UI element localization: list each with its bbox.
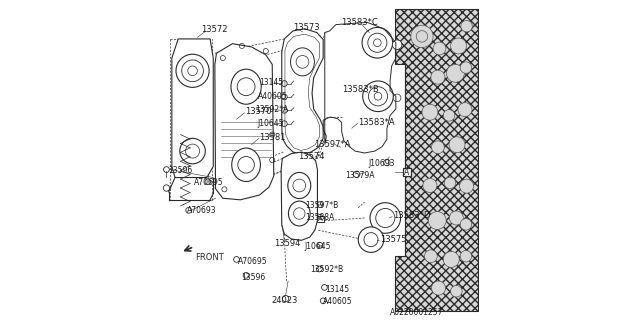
Polygon shape <box>218 58 271 193</box>
Circle shape <box>376 208 395 228</box>
Circle shape <box>362 28 393 58</box>
Circle shape <box>238 156 254 173</box>
Text: 13583*A: 13583*A <box>358 118 395 127</box>
Circle shape <box>460 179 474 193</box>
Circle shape <box>392 40 402 50</box>
Text: 13581: 13581 <box>259 132 286 141</box>
Text: J10645: J10645 <box>257 118 284 128</box>
Ellipse shape <box>288 172 311 198</box>
Text: 13596: 13596 <box>168 166 192 175</box>
Text: 13579A: 13579A <box>346 171 375 180</box>
Text: A40605: A40605 <box>323 297 353 306</box>
Polygon shape <box>284 156 314 236</box>
Circle shape <box>444 110 455 121</box>
Polygon shape <box>172 39 213 178</box>
Circle shape <box>424 250 437 263</box>
Text: 13583*B: 13583*B <box>342 85 378 94</box>
Text: 13570: 13570 <box>245 107 271 116</box>
Text: 13572: 13572 <box>202 25 228 34</box>
Ellipse shape <box>232 148 260 181</box>
Circle shape <box>460 219 472 230</box>
Circle shape <box>431 70 445 84</box>
Text: A: A <box>403 168 409 177</box>
Text: A40605: A40605 <box>258 92 287 101</box>
Text: 13596: 13596 <box>241 273 265 282</box>
Text: 24023: 24023 <box>271 296 298 305</box>
Text: FRONT: FRONT <box>195 253 224 262</box>
Text: 13594: 13594 <box>274 239 300 248</box>
Circle shape <box>433 42 446 55</box>
Polygon shape <box>215 44 274 200</box>
Bar <box>317 216 324 222</box>
Circle shape <box>411 25 433 48</box>
Circle shape <box>368 33 387 52</box>
Circle shape <box>296 55 309 68</box>
Text: A0220001257: A0220001257 <box>390 308 444 317</box>
Circle shape <box>444 252 460 268</box>
Ellipse shape <box>289 201 310 226</box>
Circle shape <box>358 227 384 252</box>
Bar <box>403 168 411 176</box>
Circle shape <box>444 177 456 189</box>
Circle shape <box>449 137 465 153</box>
Text: J10693: J10693 <box>369 159 395 168</box>
Text: 13597*A: 13597*A <box>314 140 350 149</box>
Circle shape <box>460 62 472 73</box>
Text: 13583*C: 13583*C <box>340 19 378 28</box>
Circle shape <box>461 20 472 32</box>
Text: A70695: A70695 <box>194 178 224 187</box>
Circle shape <box>416 31 428 42</box>
Circle shape <box>363 81 394 112</box>
Ellipse shape <box>231 69 261 104</box>
Circle shape <box>422 104 438 120</box>
Circle shape <box>458 103 472 117</box>
Text: J10645: J10645 <box>305 242 332 251</box>
Circle shape <box>447 64 465 82</box>
Circle shape <box>451 38 467 54</box>
Text: A70695: A70695 <box>238 257 268 266</box>
Circle shape <box>460 251 472 262</box>
Text: 13145: 13145 <box>324 284 349 293</box>
Text: A70693: A70693 <box>187 206 216 215</box>
Text: 13145: 13145 <box>259 78 284 87</box>
Circle shape <box>294 208 305 219</box>
Text: 13574: 13574 <box>298 152 325 161</box>
Circle shape <box>364 233 378 247</box>
Ellipse shape <box>291 48 314 76</box>
Circle shape <box>374 39 381 47</box>
Circle shape <box>431 141 444 154</box>
Polygon shape <box>395 9 477 311</box>
Circle shape <box>237 78 255 96</box>
Polygon shape <box>282 29 323 154</box>
Circle shape <box>428 212 446 229</box>
Circle shape <box>451 285 462 297</box>
Text: 13592*B: 13592*B <box>310 265 343 275</box>
Circle shape <box>449 211 463 225</box>
Circle shape <box>431 281 445 295</box>
Circle shape <box>374 92 382 100</box>
Text: 13575: 13575 <box>380 235 406 244</box>
Circle shape <box>369 87 388 106</box>
Text: 13592*A: 13592*A <box>255 105 289 114</box>
Polygon shape <box>281 152 317 240</box>
Text: A: A <box>318 216 323 222</box>
Circle shape <box>423 179 437 193</box>
Text: 13573: 13573 <box>293 23 319 32</box>
Circle shape <box>370 203 401 233</box>
Text: 13597*B: 13597*B <box>305 201 338 210</box>
Circle shape <box>394 94 401 102</box>
Circle shape <box>293 179 306 192</box>
Text: 13588A: 13588A <box>305 213 334 222</box>
Text: 13583*D: 13583*D <box>393 211 430 220</box>
